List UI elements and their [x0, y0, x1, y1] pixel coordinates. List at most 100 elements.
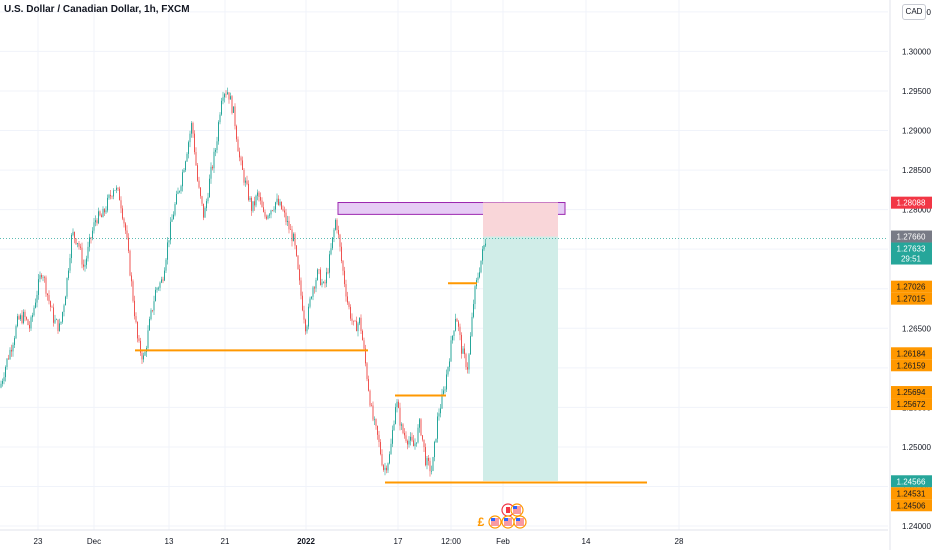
candle-body: [459, 326, 461, 335]
zones[interactable]: [337, 202, 566, 481]
supply-zone[interactable]: [337, 202, 566, 215]
candle-body: [69, 258, 71, 271]
time-tick-label: Feb: [496, 537, 510, 546]
candle-body: [27, 319, 29, 325]
candle-body: [173, 214, 174, 220]
price-label-text: 1.24566: [897, 477, 926, 486]
candle-body: [323, 282, 324, 283]
candle-body: [371, 405, 372, 407]
candle-body: [182, 172, 183, 187]
candle-body: [299, 269, 300, 281]
candle-body: [305, 319, 306, 332]
candle-body: [264, 211, 266, 217]
events[interactable]: £: [478, 503, 527, 529]
price-label-box: [891, 242, 932, 265]
candle-body: [251, 197, 252, 211]
target-zone[interactable]: [483, 236, 558, 481]
candle-body: [42, 277, 44, 278]
us-flag-icon[interactable]: [510, 503, 524, 517]
price-label-text: 1.27015: [897, 295, 926, 304]
candle-body: [38, 279, 39, 295]
us-flag-icon[interactable]: [513, 515, 527, 529]
pound-icon[interactable]: £: [478, 515, 485, 529]
candle-body: [342, 260, 344, 271]
candle-body: [14, 338, 15, 345]
candle-body: [465, 354, 467, 368]
price-axis[interactable]: 1.305001.300001.295001.290001.285001.280…: [889, 0, 931, 550]
candle-body: [344, 270, 345, 285]
candle-body: [309, 298, 311, 307]
candle-body: [215, 150, 216, 152]
candle-body: [311, 296, 312, 299]
candle-body: [429, 460, 431, 472]
price-tick-label: 1.30000: [902, 47, 931, 56]
candle-body: [227, 92, 228, 95]
candle-body: [348, 302, 350, 307]
candle-body: [84, 264, 86, 267]
candle-body: [455, 319, 456, 331]
candle-body: [362, 330, 363, 341]
price-label-text: 1.26159: [897, 361, 926, 370]
candle-body: [341, 246, 342, 261]
candle-body: [197, 165, 198, 181]
candle-body: [174, 204, 176, 215]
candle-body: [287, 220, 288, 223]
candle-body: [431, 470, 432, 472]
candle-body: [261, 200, 263, 208]
candle-body: [422, 435, 423, 440]
candle-body: [165, 259, 167, 271]
candle-body: [303, 310, 305, 320]
candle-body: [219, 114, 221, 123]
candle-body: [180, 186, 182, 192]
candle-body: [77, 243, 78, 244]
candle-body: [95, 220, 96, 223]
candle-body: [125, 223, 126, 231]
candle-body: [171, 219, 173, 222]
candle-body: [204, 208, 206, 218]
candle-body: [239, 151, 240, 158]
candle-body: [293, 233, 294, 242]
candle-body: [479, 272, 480, 278]
stop-zone[interactable]: [483, 202, 558, 237]
candle-body: [107, 197, 108, 211]
price-label-text: 1.24506: [897, 501, 926, 510]
candle-body: [464, 348, 465, 355]
candle-body: [192, 123, 194, 134]
candle-body: [213, 151, 215, 169]
candle-body: [158, 287, 159, 289]
candle-body: [360, 317, 362, 331]
chart-title: U.S. Dollar / Canadian Dollar, 1h, FXCM: [4, 4, 190, 15]
candle-body: [447, 366, 449, 375]
currency-badge[interactable]: CAD: [902, 4, 926, 20]
candle-body: [21, 315, 23, 324]
candle-body: [260, 196, 261, 201]
candle-body: [54, 319, 56, 323]
candle-body: [93, 222, 95, 231]
candle-body: [198, 180, 200, 188]
candle-body: [137, 321, 138, 339]
candle-body: [119, 188, 120, 201]
candle-body: [234, 106, 236, 127]
time-axis[interactable]: 23 Dec 13 21 2022 17 12:00 Feb 14 28: [0, 529, 888, 546]
candle-body: [129, 250, 131, 276]
candle-body: [17, 316, 18, 327]
price-label-box: [891, 196, 932, 209]
levels[interactable]: [135, 282, 647, 484]
candle-body: [320, 269, 321, 285]
candle-body: [276, 198, 278, 203]
candle-body: [128, 237, 129, 251]
candle-body: [248, 183, 249, 200]
candle-body: [153, 301, 155, 311]
candle-body: [116, 187, 117, 191]
candle-body: [336, 219, 338, 231]
candle-body: [75, 238, 77, 244]
us-flag-icon[interactable]: [501, 515, 515, 529]
candle-body: [420, 419, 422, 436]
candle-body: [485, 243, 486, 246]
candle-body: [318, 269, 320, 271]
candle-body: [65, 296, 66, 306]
candle-body: [20, 315, 21, 320]
us-flag-icon[interactable]: [488, 515, 502, 529]
